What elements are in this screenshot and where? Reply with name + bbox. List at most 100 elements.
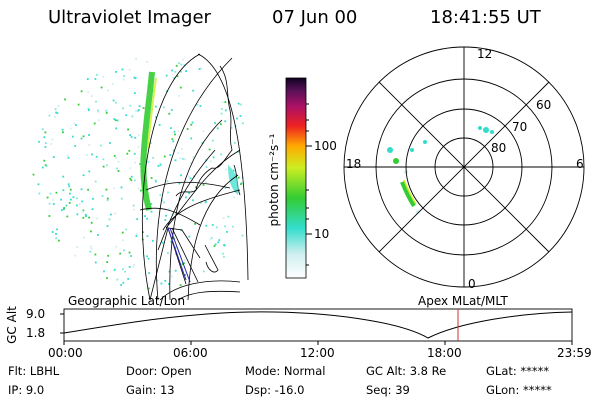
speckle [97,111,100,113]
speckle [174,70,177,73]
speckle [195,186,197,189]
speckle [221,101,224,104]
speckle [147,160,150,163]
speckle [67,156,70,159]
speckle [55,111,57,114]
speckle [88,109,90,111]
speckle [32,173,35,176]
speckle [123,75,125,77]
speckle [150,203,153,205]
speckle [87,188,89,191]
mlat-label-70: 70 [512,120,528,134]
speckle [137,134,140,137]
speckle [76,213,79,216]
speckle [103,270,105,273]
speckle [177,130,180,132]
speckle [51,138,54,141]
speckle [227,215,230,218]
speckle [82,135,85,138]
speckle [102,75,104,78]
speckle [202,270,205,273]
speckle [192,156,195,158]
filter-info: Flt: LBHL [8,364,60,378]
altitude-timeline [60,308,573,345]
speckle [179,86,182,89]
speckle [94,261,97,264]
speckle [179,284,182,287]
speckle [43,159,46,162]
speckle [147,287,150,290]
timeline-x-tick-1200: 12:00 [300,346,335,360]
speckle [115,71,117,73]
ip-info: IP: 9.0 [8,383,45,397]
speckle [232,169,235,172]
speckle [163,155,166,158]
speckle [72,196,75,199]
speckle [194,223,196,225]
speckle [113,154,116,157]
satellite-track [167,227,191,283]
speckle [67,183,70,186]
speckle [90,230,92,233]
speckle [83,236,85,239]
speckle [214,243,217,246]
speckle [107,89,109,92]
speckle [100,86,103,89]
speckle [144,215,146,217]
speckle [111,83,114,85]
speckle [68,202,71,204]
speckle [45,142,47,144]
speckle [205,166,208,168]
mlt-label-0: 0 [468,277,476,291]
speckle [61,209,63,211]
speckle [46,196,49,199]
speckle [149,142,152,144]
speckle [175,64,178,67]
speckle [232,225,234,228]
speckle [185,70,187,72]
speckle [129,134,131,136]
speckle [150,177,153,179]
speckle [112,99,115,102]
speckle [205,200,207,203]
speckle [128,266,131,268]
speckle [78,203,81,206]
speckle [45,165,48,168]
speckle [69,192,71,195]
speckle [142,107,145,109]
speckle [121,231,124,234]
speckle [182,158,184,160]
speckle [58,239,60,242]
speckle [56,112,59,115]
speckle [73,122,76,125]
speckle [222,252,224,255]
speckle [166,180,169,182]
speckle [173,130,176,133]
speckle [82,174,85,177]
speckle [92,197,94,200]
speckle [146,255,148,258]
speckle [55,237,58,240]
door-info: Door: Open [126,364,192,378]
speckle [106,277,108,279]
speckle [132,204,135,207]
speckle [66,154,69,157]
speckle [119,252,122,255]
speckle [237,102,240,105]
speckle [167,252,169,254]
speckle [131,115,134,118]
speckle [128,68,131,71]
speckle [82,216,85,219]
speckle [113,118,116,120]
speckle [192,89,195,92]
speckle [154,179,157,182]
speckle [87,91,90,93]
speckle [182,58,185,61]
timeline-left-label: Geographic Lat/Lon [68,294,186,308]
speckle [237,176,240,179]
speckle [108,218,111,221]
speckle [88,144,91,146]
speckle [84,213,87,216]
speckle [88,134,90,136]
speckle [94,253,97,256]
